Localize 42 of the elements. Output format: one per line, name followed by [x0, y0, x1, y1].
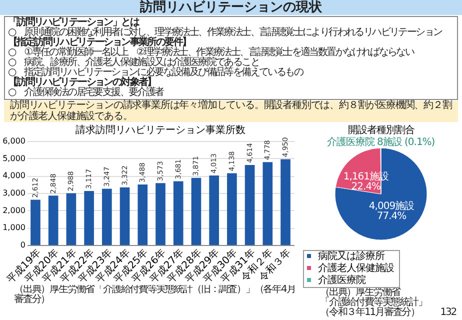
legend-label: 病院又は診療所 [318, 250, 385, 262]
pie-slice [334, 148, 428, 240]
bar [280, 159, 290, 245]
text: 「訪問リハビリテーション」とは [8, 17, 140, 28]
legend-label: 介護老人保健施設 [318, 262, 394, 274]
bar [244, 165, 255, 245]
bar [102, 188, 112, 245]
text: （令和３年11月審査分） [320, 307, 421, 318]
text: 訪問リハビリテーションの現状 [0, 0, 462, 15]
text: ○ 介護保険法の居宅要支援、要介護者 [8, 87, 165, 98]
y-tick-label: 2,000 [2, 206, 26, 215]
bar [120, 187, 130, 245]
text: 訪問リハビリテーションの請求事業所は年々増加している。開設者種別では、約８割が医療機関、約２割が介護老人保健施設である。 [4, 100, 458, 122]
text: ○ ①専任の常勤医師一名以上 ②理学療法士、作業療法士、言語聴覚士を適当数置かなければならない [8, 47, 416, 58]
bar [173, 181, 184, 245]
legend-label: 介護医療院 [318, 274, 366, 286]
bar [66, 193, 76, 245]
y-tick-label: 1,000 [2, 223, 26, 232]
bar [262, 162, 273, 245]
bar [30, 200, 40, 245]
y-tick-label: 6,000 [2, 136, 26, 146]
bar [138, 184, 148, 245]
bar [156, 183, 166, 245]
data-label: 4,009施設 77.4% [368, 200, 415, 222]
chart-title: 請求訪問リハビリテーション事業所数 [76, 124, 246, 136]
y-tick-label: 0 [20, 240, 26, 250]
text: 【訪問リハビリテーションの対象者】 [8, 77, 156, 88]
text: 【指定訪問リハビリテーション事業所の要件】 [8, 37, 192, 48]
chart-title: 開設者種別割合 [348, 124, 415, 136]
bar [84, 190, 94, 245]
bar [48, 196, 58, 245]
y-tick-label: 5,000 [2, 154, 26, 163]
text: 「介護給付費等実態統計」 [320, 297, 427, 308]
bar [191, 178, 202, 245]
data-label: 介護医療院 8施設 (0.1%) [326, 136, 436, 148]
text: ○ 原則通院の困難な利用者に対し、理学療法士、作業療法士、言語聴覚士により行われるリハビリテーション [8, 27, 443, 38]
text: ○ 病院、診療所、介護老人保健施設又は介護医療院であること [8, 57, 260, 68]
text: 132 [440, 307, 456, 318]
y-tick-label: 3,000 [2, 188, 26, 198]
bar [209, 175, 219, 245]
y-tick-label: 4,000 [2, 171, 26, 180]
bar [227, 173, 237, 245]
